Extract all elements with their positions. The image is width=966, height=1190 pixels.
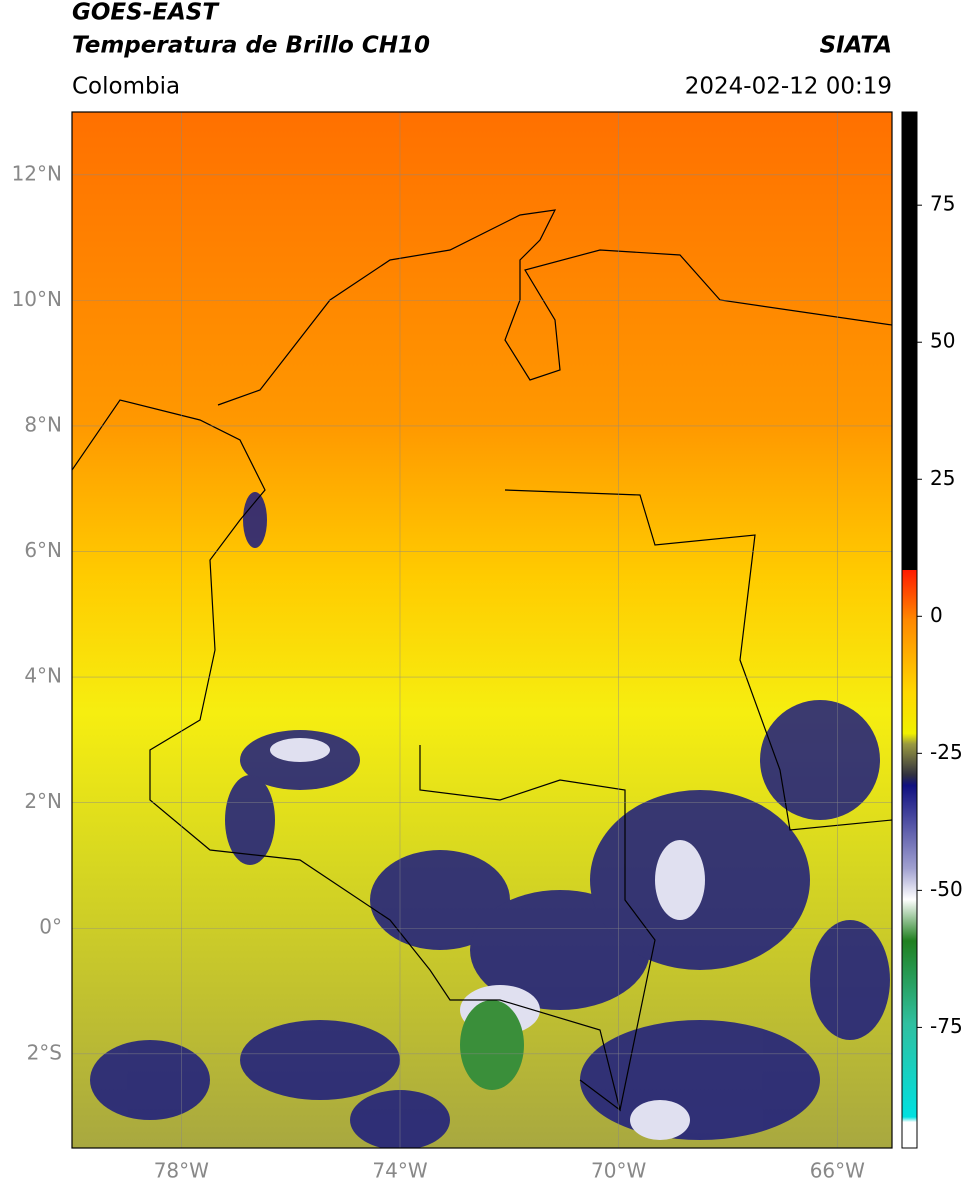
lon-tick-label: 66°W (810, 1159, 865, 1183)
lon-tick-label: 74°W (372, 1159, 427, 1183)
colorbar-tick-label: -25 (930, 740, 963, 764)
datetime: 2024-02-12 00:19 (685, 74, 892, 100)
lat-tick-label: 4°N (24, 664, 62, 688)
colorbar-tick-label: 0 (930, 603, 943, 627)
colorbar (901, 111, 918, 1149)
map-frame (71, 111, 893, 1149)
product: Temperatura de Brillo CH10 (72, 33, 430, 59)
lat-tick-label: 6°N (24, 538, 62, 562)
lat-tick-label: 8°N (24, 412, 62, 436)
lon-tick-label: 70°W (591, 1159, 646, 1183)
colorbar-tick-label: 25 (930, 466, 955, 490)
colorbar-tick-label: 75 (930, 192, 955, 216)
grid (72, 112, 892, 1148)
colorbar-tick-label: 50 (930, 329, 955, 353)
lat-tick-label: 12°N (12, 161, 62, 185)
region: Colombia (72, 74, 180, 100)
colorbar-tick-label: -75 (930, 1014, 963, 1038)
lon-tick-label: 78°W (154, 1159, 209, 1183)
lat-tick-label: 2°S (27, 1040, 62, 1064)
satellite: GOES-EAST (72, 0, 220, 26)
lat-tick-label: 10°N (12, 287, 62, 311)
lat-tick-label: 0° (39, 915, 62, 939)
colorbar-tick-label: -50 (930, 877, 963, 901)
lat-tick-label: 2°N (24, 789, 62, 813)
agency: SIATA (820, 33, 892, 59)
satellite-image (72, 112, 892, 1148)
